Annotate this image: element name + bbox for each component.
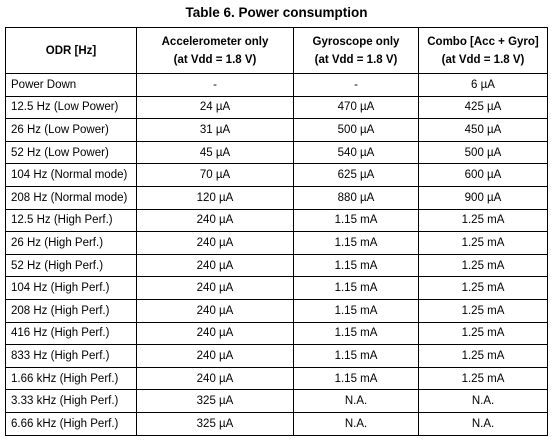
cell-combo: 900 µA	[418, 185, 548, 210]
header-combo-title: Combo [Acc + Gyro]	[427, 35, 539, 48]
cell-odr: 1.66 kHz (High Perf.)	[5, 366, 137, 391]
cell-odr: 833 Hz (High Perf.)	[5, 344, 137, 368]
cell-combo: 425 µA	[418, 95, 548, 120]
table-row: 208 Hz (High Perf.) 240 µA 1.15 mA 1.25 mA	[5, 298, 548, 323]
cell-odr: 26 Hz (Low Power)	[5, 118, 137, 142]
header-odr-label: ODR [Hz]	[45, 44, 97, 57]
cell-gyroscope: 470 µA	[293, 95, 419, 120]
power-consumption-table: ODR [Hz] Accelerometer only (at Vdd = 1.…	[5, 27, 548, 436]
header-gyroscope-title: Gyroscope only	[312, 35, 400, 48]
table-row: Power Down - -6 µA	[5, 73, 548, 97]
cell-gyroscope: 1.15 mA	[293, 253, 419, 278]
cell-odr: 104 Hz (High Perf.)	[5, 276, 137, 300]
table-body: Power Down - -6 µA 12.5 Hz (Low Power) 24 µA…	[5, 73, 548, 436]
cell-combo: 1.25 mA	[418, 208, 548, 233]
cell-accelerometer: 70 µA	[136, 163, 294, 187]
cell-combo: 1.25 mA	[418, 366, 548, 391]
cell-accelerometer: 120 µA	[136, 185, 294, 210]
cell-odr: 208 Hz (Normal mode)	[5, 185, 137, 210]
cell-gyroscope: 1.15 mA	[293, 298, 419, 323]
cell-combo: 1.25 mA	[418, 253, 548, 278]
cell-odr: Power Down	[5, 73, 137, 97]
cell-combo: 1.25 mA	[418, 276, 548, 300]
cell-accelerometer: 240 µA	[136, 231, 294, 255]
table-row: 208 Hz (Normal mode) 120 µA 880 µA 900 µA	[5, 185, 548, 210]
header-combo-condition: (at Vdd = 1.8 V)	[441, 53, 525, 66]
cell-accelerometer: 31 µA	[136, 118, 294, 142]
cell-combo: 450 µA	[418, 118, 548, 142]
cell-accelerometer: 240 µA	[136, 208, 294, 233]
cell-odr: 104 Hz (Normal mode)	[5, 163, 137, 187]
cell-gyroscope: 1.15 mA	[293, 276, 419, 300]
table-row: 833 Hz (High Perf.) 240 µA 1.15 mA 1.25 mA	[5, 344, 548, 368]
cell-accelerometer: 240 µA	[136, 253, 294, 278]
table-row: 416 Hz (High Perf.) 240 µA 1.15 mA 1.25 mA	[5, 321, 548, 346]
table-row: 1.66 kHz (High Perf.) 240 µA 1.15 mA 1.25 m…	[5, 366, 548, 391]
cell-combo: 1.25 mA	[418, 344, 548, 368]
cell-gyroscope: 1.15 mA	[293, 344, 419, 368]
cell-accelerometer: 240 µA	[136, 366, 294, 391]
cell-gyroscope: 1.15 mA	[293, 366, 419, 391]
cell-accelerometer: -	[136, 73, 294, 97]
cell-gyroscope: 540 µA	[293, 140, 419, 165]
table-row: 52 Hz (High Perf.) 240 µA 1.15 mA 1.25 mA	[5, 253, 548, 278]
cell-combo: 500 µA	[418, 140, 548, 165]
header-row: ODR [Hz] Accelerometer only (at Vdd = 1.…	[5, 27, 548, 74]
cell-accelerometer: 240 µA	[136, 276, 294, 300]
header-odr: ODR [Hz]	[5, 27, 137, 74]
cell-combo: N.A.	[418, 389, 548, 413]
header-accelerometer-condition: (at Vdd = 1.8 V)	[173, 53, 257, 66]
header-gyroscope: Gyroscope only (at Vdd = 1.8 V)	[293, 27, 419, 74]
cell-odr: 416 Hz (High Perf.)	[5, 321, 137, 346]
table-row: 12.5 Hz (Low Power) 24 µA 470 µA 425 µA	[5, 95, 548, 120]
cell-gyroscope: 500 µA	[293, 118, 419, 142]
cell-odr: 6.66 kHz (High Perf.)	[5, 411, 137, 436]
cell-gyroscope: 880 µA	[293, 185, 419, 210]
cell-odr: 12.5 Hz (High Perf.)	[5, 208, 137, 233]
cell-gyroscope: 1.15 mA	[293, 231, 419, 255]
cell-gyroscope: -	[293, 73, 419, 97]
table-header: ODR [Hz] Accelerometer only (at Vdd = 1.…	[5, 27, 548, 74]
table-row: 6.66 kHz (High Perf.) 325 µA N.A. N.A.	[5, 411, 548, 436]
cell-accelerometer: 240 µA	[136, 321, 294, 346]
cell-combo: N.A.	[418, 411, 548, 436]
cell-gyroscope: N.A.	[293, 411, 419, 436]
cell-accelerometer: 325 µA	[136, 389, 294, 413]
cell-odr: 3.33 kHz (High Perf.)	[5, 389, 137, 413]
header-accelerometer-title: Accelerometer only	[161, 35, 269, 48]
cell-combo: 1.25 mA	[418, 321, 548, 346]
cell-gyroscope: 1.15 mA	[293, 321, 419, 346]
cell-gyroscope: N.A.	[293, 389, 419, 413]
table-caption: Table 6. Power consumption	[185, 5, 368, 20]
cell-combo: 1.25 mA	[418, 298, 548, 323]
cell-gyroscope: 625 µA	[293, 163, 419, 187]
cell-accelerometer: 45 µA	[136, 140, 294, 165]
cell-odr: 52 Hz (Low Power)	[5, 140, 137, 165]
header-gyroscope-condition: (at Vdd = 1.8 V)	[314, 53, 398, 66]
cell-gyroscope: 1.15 mA	[293, 208, 419, 233]
table-row: 12.5 Hz (High Perf.) 240 µA 1.15 mA 1.25 mA	[5, 208, 548, 233]
cell-odr: 52 Hz (High Perf.)	[5, 253, 137, 278]
header-combo: Combo [Acc + Gyro] (at Vdd = 1.8 V)	[418, 27, 548, 74]
cell-odr: 12.5 Hz (Low Power)	[5, 95, 137, 120]
table-row: 104 Hz (Normal mode) 70 µA 625 µA 600 µA	[5, 163, 548, 187]
cell-odr: 26 Hz (High Perf.)	[5, 231, 137, 255]
cell-combo: 6 µA	[418, 73, 548, 97]
table-row: 26 Hz (High Perf.) 240 µA 1.15 mA 1.25 mA	[5, 231, 548, 255]
cell-accelerometer: 240 µA	[136, 298, 294, 323]
header-accelerometer: Accelerometer only (at Vdd = 1.8 V)	[136, 27, 294, 74]
table-row: 104 Hz (High Perf.) 240 µA 1.15 mA 1.25 mA	[5, 276, 548, 300]
cell-accelerometer: 325 µA	[136, 411, 294, 436]
cell-accelerometer: 240 µA	[136, 344, 294, 368]
table-row: 52 Hz (Low Power) 45 µA 540 µA 500 µA	[5, 140, 548, 165]
table-row: 26 Hz (Low Power) 31 µA 500 µA 450 µA	[5, 118, 548, 142]
cell-combo: 600 µA	[418, 163, 548, 187]
cell-accelerometer: 24 µA	[136, 95, 294, 120]
cell-combo: 1.25 mA	[418, 231, 548, 255]
table-row: 3.33 kHz (High Perf.) 325 µA N.A. N.A.	[5, 389, 548, 413]
cell-odr: 208 Hz (High Perf.)	[5, 298, 137, 323]
